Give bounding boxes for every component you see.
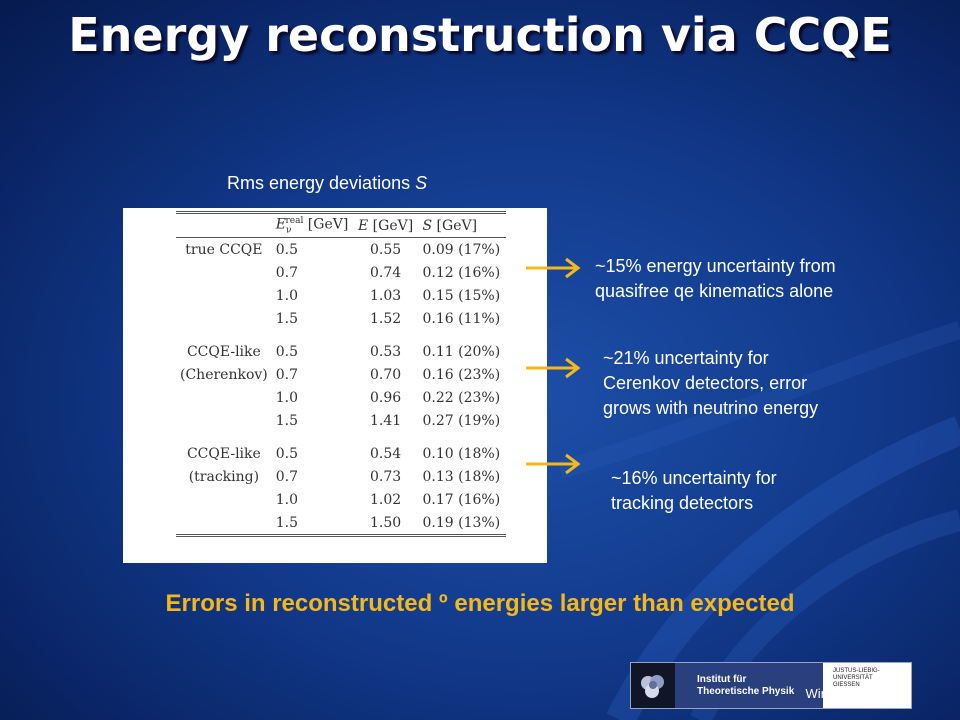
e-cell: 0.53 — [370, 343, 402, 360]
e-cell: 0.55 — [370, 241, 402, 258]
row-group-label — [176, 307, 272, 330]
table-row: (Cherenkov) 0.7 0.70 0.16 (23%) — [176, 363, 506, 386]
e-cell: 0.70 — [370, 366, 402, 383]
col-header-e: E [GeV] — [354, 211, 419, 238]
e-cell: 0.96 — [370, 389, 402, 406]
conclusion-text: Errors in reconstructed º energies large… — [165, 590, 795, 617]
university-name: JUSTUS-LIEBIG- UNIVERSITÄT GIESSEN — [833, 668, 880, 689]
institute-line2: Theoretische Physik — [697, 686, 795, 697]
s-cell: 0.16 (23%) — [422, 366, 501, 383]
table-row: CCQE-like 0.5 0.54 0.10 (18%) — [176, 442, 506, 465]
note-cherenkov: ~21% uncertainty for Cerenkov detectors,… — [603, 346, 818, 421]
group-spacer — [176, 432, 506, 442]
e-cell: 1.02 — [370, 491, 402, 508]
note-line: tracking detectors — [611, 493, 754, 513]
s-cell: 0.10 (18%) — [422, 445, 501, 462]
row-group-label — [176, 284, 272, 307]
row-group-label: CCQE-like — [186, 445, 261, 462]
s-cell: 0.15 (15%) — [422, 287, 501, 304]
table-row: (tracking) 0.7 0.73 0.13 (18%) — [176, 465, 506, 488]
ereal-cell: 0.7 — [275, 366, 299, 383]
note-line: ~15% energy uncertainty from — [595, 256, 836, 276]
e-cell: 0.74 — [370, 264, 402, 281]
note-line: Cerenkov detectors, error — [603, 373, 808, 393]
table-row: 1.5 1.50 0.19 (13%) — [176, 511, 506, 537]
row-group-label — [176, 261, 272, 284]
row-group-label: (Cherenkov) — [180, 366, 268, 383]
s-cell: 0.19 (13%) — [418, 511, 506, 537]
row-group-label — [176, 488, 272, 511]
university-line: GIESSEN — [833, 682, 860, 688]
table-row: CCQE-like 0.5 0.53 0.11 (20%) — [176, 340, 506, 363]
s-cell: 0.13 (18%) — [422, 468, 501, 485]
ereal-cell: 0.5 — [275, 343, 299, 360]
table-row: 1.5 1.52 0.16 (11%) — [176, 307, 506, 330]
s-cell: 0.16 (11%) — [422, 310, 501, 327]
university-line: UNIVERSITÄT — [833, 675, 873, 681]
institute-logo: Institut für Theoretische Physik JUSTUS-… — [630, 662, 912, 709]
note-line: quasifree qe kinematics alone — [595, 281, 834, 301]
row-group-label — [176, 511, 272, 537]
caption-text: Rms energy deviations — [227, 173, 416, 193]
row-group-label — [176, 409, 272, 432]
rms-table: Eνreal [GeV] E [GeV] S [GeV] true CCQE 0.… — [176, 211, 506, 537]
arrow-right-icon — [526, 357, 581, 379]
s-cell: 0.11 (20%) — [422, 343, 501, 360]
atom-icon — [631, 663, 675, 708]
note-line: ~16% uncertainty for — [611, 468, 777, 488]
ereal-cell: 0.7 — [275, 264, 299, 281]
e-cell: 1.52 — [370, 310, 402, 327]
note-true-ccqe: ~15% energy uncertainty from quasifree q… — [595, 254, 836, 304]
table-row: 1.0 1.02 0.17 (16%) — [176, 488, 506, 511]
table-row: 0.7 0.74 0.12 (16%) — [176, 261, 506, 284]
group-spacer — [176, 330, 506, 340]
ereal-cell: 0.5 — [275, 445, 299, 462]
col-header-label — [176, 211, 272, 238]
col-header-ereal: Eνreal [GeV] — [271, 211, 354, 238]
e-cell: 1.41 — [370, 412, 402, 429]
row-group-label: true CCQE — [185, 241, 263, 258]
s-cell: 0.12 (16%) — [422, 264, 501, 281]
note-line: grows with neutrino energy — [603, 398, 819, 418]
rms-table-body: true CCQE 0.5 0.55 0.09 (17%) 0.7 0.74 0.12 (1… — [176, 238, 506, 537]
s-cell: 0.09 (17%) — [422, 241, 501, 258]
col-header-s: S [GeV] — [418, 211, 506, 238]
s-cell: 0.17 (16%) — [422, 491, 501, 508]
table-row: true CCQE 0.5 0.55 0.09 (17%) — [176, 238, 506, 262]
s-cell: 0.22 (23%) — [422, 389, 501, 406]
ereal-cell: 1.0 — [275, 389, 299, 406]
e-cell: 0.73 — [370, 468, 402, 485]
arrow-right-icon — [526, 257, 581, 279]
ereal-cell: 1.5 — [275, 310, 299, 327]
arrow-right-icon — [526, 453, 581, 475]
table-caption: Rms energy deviations S — [227, 173, 427, 194]
e-cell: 1.50 — [354, 511, 419, 537]
ereal-cell: 1.0 — [275, 287, 299, 304]
note-line: ~21% uncertainty for — [603, 348, 769, 368]
institute-band: Institut für Theoretische Physik — [675, 663, 823, 708]
university-line: JUSTUS-LIEBIG- — [833, 668, 880, 674]
table-row: 1.0 1.03 0.15 (15%) — [176, 284, 506, 307]
ereal-cell: 0.7 — [275, 468, 299, 485]
s-cell: 0.27 (19%) — [422, 412, 501, 429]
e-cell: 0.54 — [370, 445, 402, 462]
e-cell: 1.03 — [370, 287, 402, 304]
slide-title: Energy reconstruction via CCQE — [68, 8, 892, 62]
row-group-label — [176, 386, 272, 409]
ereal-cell: 1.0 — [275, 491, 299, 508]
row-group-label: CCQE-like — [186, 343, 261, 360]
footer-text: Winter Park 2011 — [805, 686, 905, 701]
note-tracking: ~16% uncertainty for tracking detectors — [611, 466, 777, 516]
table-row: 1.5 1.41 0.27 (19%) — [176, 409, 506, 432]
ereal-cell: 1.5 — [271, 511, 354, 537]
ereal-cell: 1.5 — [275, 412, 299, 429]
table-row: 1.0 0.96 0.22 (23%) — [176, 386, 506, 409]
institute-line1: Institut für — [697, 674, 747, 685]
rms-table-image: Eνreal [GeV] E [GeV] S [GeV] true CCQE 0.… — [123, 208, 547, 563]
caption-symbol: S — [415, 173, 428, 193]
row-group-label: (tracking) — [188, 468, 260, 485]
ereal-cell: 0.5 — [275, 241, 299, 258]
